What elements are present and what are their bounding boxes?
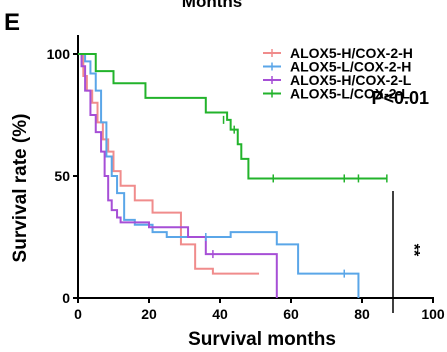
legend-label: ALOX5-H/COX-2-H [290, 45, 413, 61]
significance-marker: ** [405, 244, 422, 257]
legend-entry-3: ALOX5-H/COX-2-L [263, 72, 412, 88]
axes: 0 20 40 60 80 100 0 50 100 [47, 35, 445, 322]
censor-marks [205, 115, 388, 278]
legend-entry-4: ALOX5-L/COX-2-L [263, 86, 410, 102]
legend-label: ALOX5-L/COX-2-H [290, 59, 411, 75]
cut-off-title: Months [182, 0, 242, 11]
x-tick-label: 40 [212, 306, 228, 322]
legend-label: ALOX5-L/COX-2-L [290, 86, 410, 102]
y-tick-label: 50 [54, 168, 70, 184]
y-axis-label: Survival rate (%) [10, 114, 31, 263]
y-tick-label: 0 [62, 290, 70, 306]
survival-curve-3 [78, 53, 278, 298]
survival-curve-4 [78, 53, 387, 180]
legend: ALOX5-H/COX-2-HALOX5-L/COX-2-HALOX5-H/CO… [263, 45, 413, 102]
panel-letter: E [4, 9, 20, 36]
x-axis-label: Survival months [188, 329, 336, 350]
legend-entry-2: ALOX5-L/COX-2-H [263, 59, 411, 75]
legend-entry-1: ALOX5-H/COX-2-H [263, 45, 413, 61]
x-tick-label: 20 [141, 306, 157, 322]
legend-label: ALOX5-H/COX-2-L [290, 72, 412, 88]
y-tick-label: 100 [47, 46, 71, 62]
survival-curve-2 [78, 53, 360, 298]
x-tick-label: 100 [421, 306, 445, 322]
x-tick-label: 0 [74, 306, 82, 322]
x-tick-label: 60 [283, 306, 299, 322]
survival-curves [78, 53, 387, 298]
p-value-annotation: P<0.01 [371, 88, 429, 108]
x-tick-label: 80 [354, 306, 370, 322]
